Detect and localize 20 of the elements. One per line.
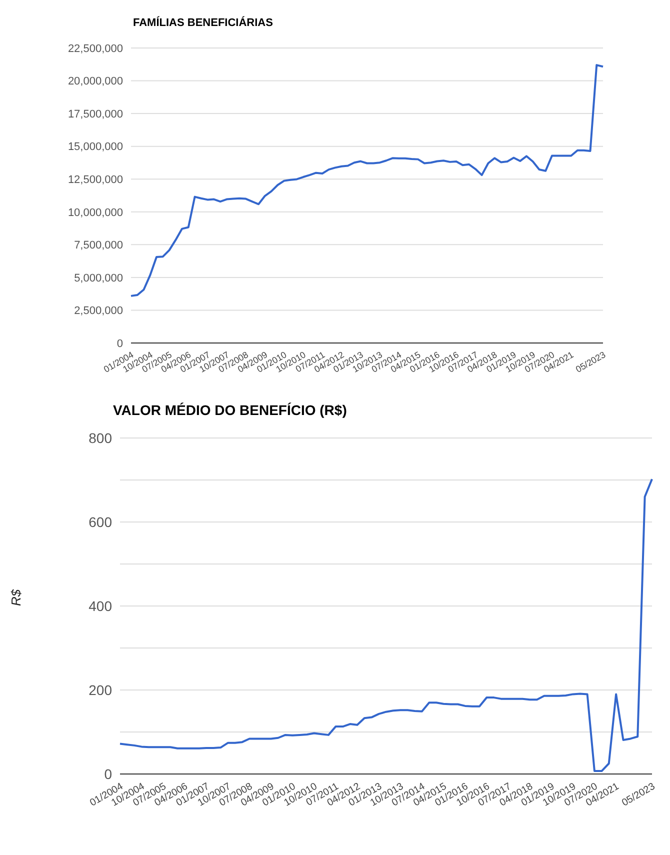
line-series [130,64,604,297]
chart-title: FAMÍLIAS BENEFICIÁRIAS [132,15,274,31]
line-series [119,478,653,772]
chart-title: VALOR MÉDIO DO BENEFÍCIO (R$) [112,401,348,420]
y-tick-label: 22,500,000 [68,42,123,55]
y-tick-label: 5,000,000 [74,272,123,284]
y-tick-label: 20,000,000 [68,76,123,88]
y-tick-label: 200 [88,682,112,698]
y-tick-label: 400 [88,598,112,614]
y-tick-label: 800 [88,430,112,446]
y-tick-label: 17,500,000 [68,108,123,120]
y-tick-label: 2,500,000 [74,305,123,318]
y-tick-label: 10,000,000 [68,206,123,219]
y-tick-label: 15,000,000 [68,141,123,154]
y-axis-title: R$ [8,588,24,606]
y-tick-label: 600 [88,514,112,530]
y-tick-label: 12,500,000 [68,174,123,186]
y-tick-label: 0 [116,338,123,350]
y-tick-label: 7,500,000 [74,240,123,252]
y-tick-label: 0 [104,766,112,782]
